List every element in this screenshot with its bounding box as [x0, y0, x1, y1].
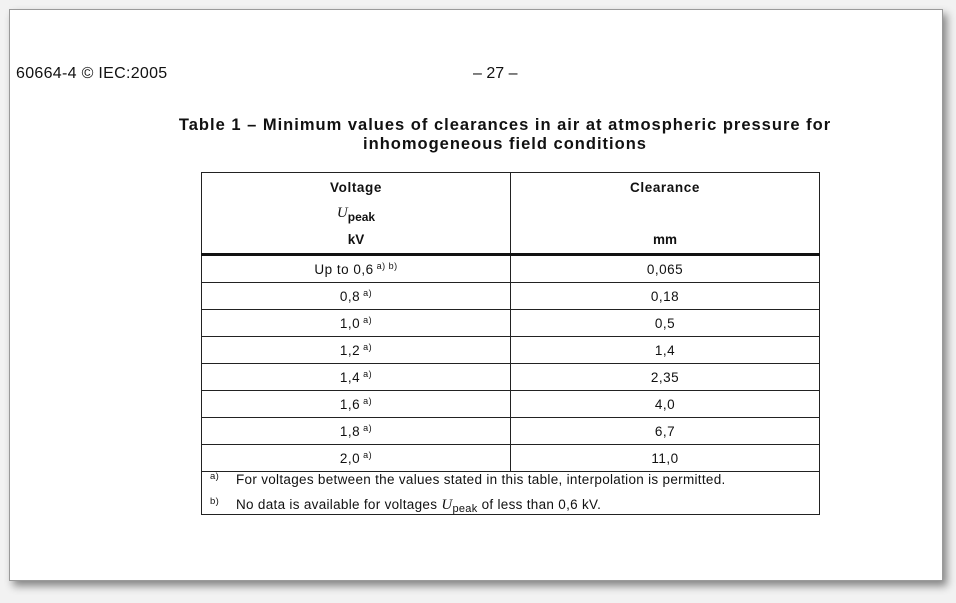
voltage-cell: Up to 0,6 a) b): [201, 254, 511, 283]
voltage-header-symbol: Upeak: [202, 205, 510, 224]
footnote-text: For voltages between the values stated i…: [236, 472, 726, 487]
table-row: 1,8 a) 6,7: [201, 417, 820, 445]
clearance-cell: 2,35: [510, 363, 820, 391]
voltage-cell: 1,2 a): [201, 336, 511, 364]
voltage-value: Up to 0,6: [314, 261, 374, 277]
footnote-ref: a): [363, 422, 373, 433]
voltage-header-label: Voltage: [330, 180, 382, 195]
clearance-cell: 11,0: [510, 444, 820, 472]
voltage-symbol-subscript: peak: [347, 210, 376, 224]
footnote-ref: a): [363, 449, 373, 460]
footnotes-row: a) For voltages between the values state…: [201, 471, 820, 515]
voltage-cell: 0,8 a): [201, 282, 511, 310]
voltage-value: 1,6: [339, 396, 361, 412]
footnote-text-after: of less than 0,6 kV.: [481, 497, 602, 512]
clearance-cell: 1,4: [510, 336, 820, 364]
footnote-mark: a): [210, 471, 220, 482]
page-number: – 27 –: [473, 65, 518, 82]
table-row: 0,8 a) 0,18: [201, 282, 820, 310]
clearance-cell: 4,0: [510, 390, 820, 418]
footnote-ref: a): [363, 341, 373, 352]
footnote-text-before: No data is available for voltages: [236, 497, 438, 512]
voltage-value: 1,4: [339, 369, 361, 385]
footnote-ref: a) b): [376, 260, 398, 271]
footnote-a: a) For voltages between the values state…: [202, 471, 819, 487]
clearance-cell: 0,18: [510, 282, 820, 310]
clearance-header: Clearance mm: [510, 172, 820, 256]
voltage-value: 0,8: [339, 288, 361, 304]
voltage-value: 2,0: [339, 450, 361, 466]
document-page: 60664-4 © IEC:2005 – 27 – Table 1 – Mini…: [9, 9, 943, 581]
clearance-cell: 0,065: [510, 254, 820, 283]
table-title: Table 1 – Minimum values of clearances i…: [80, 116, 930, 154]
table-title-line-2: inhomogeneous field conditions: [363, 135, 647, 153]
clearance-cell: 0,5: [510, 309, 820, 337]
footnote-ref: a): [363, 314, 373, 325]
voltage-header: Voltage Upeak kV: [201, 172, 511, 256]
footnotes-cell: a) For voltages between the values state…: [201, 471, 820, 515]
voltage-cell: 2,0 a): [201, 444, 511, 472]
table-row: 2,0 a) 11,0: [201, 444, 820, 472]
table-row: 1,6 a) 4,0: [201, 390, 820, 418]
table-title-line-1: Table 1 – Minimum values of clearances i…: [178, 116, 832, 134]
voltage-cell: 1,4 a): [201, 363, 511, 391]
voltage-cell: 1,0 a): [201, 309, 511, 337]
footnote-ref: a): [363, 368, 373, 379]
footnote-symbol: U: [441, 497, 453, 513]
header-standard-id: 60664-4 © IEC:2005: [16, 65, 168, 82]
voltage-cell: 1,8 a): [201, 417, 511, 445]
voltage-value: 1,0: [339, 315, 361, 331]
footnote-b: b) No data is available for voltages Upe…: [202, 496, 819, 515]
footnote-ref: a): [363, 395, 373, 406]
clearance-table: Voltage Upeak kV Clearance mm Up to 0,6 a…: [201, 172, 820, 515]
clearance-cell: 6,7: [510, 417, 820, 445]
table-row: Up to 0,6 a) b) 0,065: [201, 254, 820, 283]
table-row: 1,2 a) 1,4: [201, 336, 820, 364]
table-header-row: Voltage Upeak kV Clearance mm: [201, 172, 820, 256]
voltage-header-unit: kV: [347, 232, 365, 247]
footnote-ref: a): [363, 287, 373, 298]
footnote-mark: b): [210, 496, 220, 507]
voltage-value: 1,2: [339, 342, 361, 358]
clearance-header-label: Clearance: [630, 180, 700, 195]
table-row: 1,4 a) 2,35: [201, 363, 820, 391]
clearance-header-unit: mm: [652, 232, 677, 247]
voltage-cell: 1,6 a): [201, 390, 511, 418]
table-row: 1,0 a) 0,5: [201, 309, 820, 337]
voltage-value: 1,8: [339, 423, 361, 439]
voltage-symbol: U: [336, 205, 348, 221]
footnote-symbol-subscript: peak: [452, 503, 478, 515]
